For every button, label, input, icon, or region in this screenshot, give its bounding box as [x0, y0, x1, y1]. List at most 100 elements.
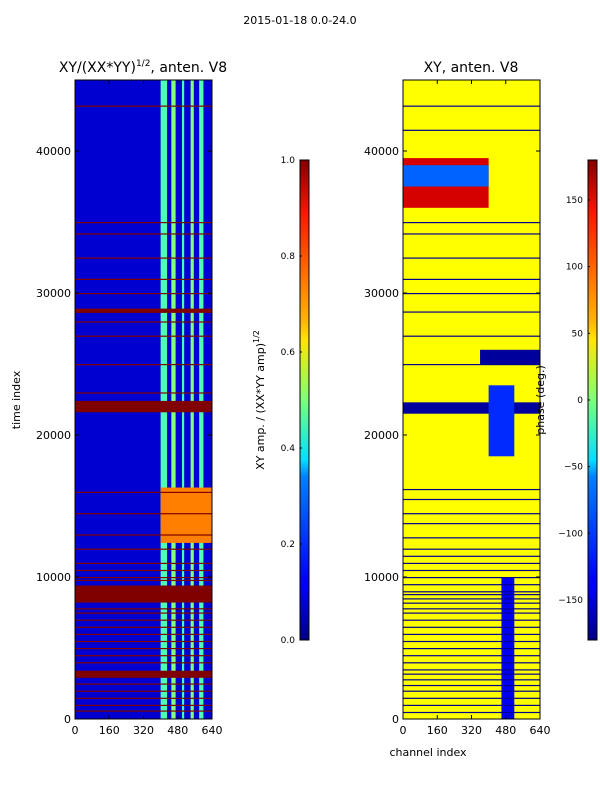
panel2-row-line: [403, 222, 540, 224]
panel2-row-line: [403, 577, 540, 579]
panel1-row-line: [75, 548, 212, 550]
colorbar2-tick-label: 50: [572, 329, 584, 339]
panel1-row-line: [75, 233, 212, 235]
colorbar1-tick-label: 0.4: [281, 444, 296, 454]
panel2-xlabel: channel index: [389, 746, 467, 759]
panel1-row-line: [75, 278, 212, 280]
colorbar2-tick-label: 150: [566, 196, 583, 206]
panel1-xtick-label: 160: [99, 724, 120, 737]
panel2-row-line: [403, 311, 540, 313]
colorbar1-tick-label: 0.8: [281, 252, 296, 262]
panel1-row-line: [75, 619, 212, 621]
panel2-row-line: [403, 598, 540, 600]
panel2-row-line: [403, 697, 540, 699]
colorbar1-label: XY amp. / (XX*YY amp)1/2: [252, 330, 267, 470]
panel2-row-line: [403, 648, 540, 650]
panel2-row-line: [403, 233, 540, 235]
panel1-row-block: [75, 670, 212, 678]
panel1-row-line: [75, 569, 212, 572]
panel2-row-line: [403, 498, 540, 501]
panel1-ylabel: time index: [10, 370, 23, 429]
colorbar-phase: −150 −100 −50 0 50 100 150 phase (deg.): [534, 159, 598, 641]
panel2-row-line: [403, 594, 540, 596]
panel2-row-line: [403, 488, 540, 491]
panel1-title-main: XY/(XX*YY): [59, 60, 136, 76]
panel2-row-line: [403, 626, 540, 628]
colorbar1-tick-label: 0.0: [281, 636, 296, 646]
panel2-row-line: [403, 584, 540, 586]
colorbar1-ticks: 0.0 0.2 0.4 0.6 0.8 1.0: [281, 156, 302, 646]
panel1-vertical-band: [182, 80, 185, 719]
panel2-row-line: [403, 619, 540, 621]
panel1-row-line: [75, 626, 212, 628]
panel1-row-line: [75, 293, 212, 295]
panel2-row-line: [403, 679, 540, 681]
panel1-row-block: [75, 400, 212, 413]
panel1-vertical-band: [199, 80, 204, 719]
panel2-row-line: [403, 293, 540, 295]
panel2-row-line: [403, 612, 540, 614]
colorbar1-label-main: XY amp. / (XX*YY amp): [254, 343, 267, 470]
panel2-ytick-label: 20000: [364, 429, 399, 442]
panel-amplitude: XY/(XX*YY)1/2, anten. V8 0 160 320 480 640 0 1…: [10, 59, 227, 737]
panel1-title-exp: 1/2: [136, 59, 150, 69]
panel2-row-line: [403, 364, 540, 366]
panel1-ytick-label: 30000: [36, 287, 71, 300]
panel1-title-suffix: , anten. V8: [150, 60, 227, 76]
panel1-row-line: [75, 612, 212, 614]
panel1-row-line: [75, 364, 212, 366]
panel2-row-line: [403, 569, 540, 572]
panel2-row-line: [403, 335, 540, 337]
panel2-row-line: [403, 537, 540, 539]
panel1-vertical-band: [160, 80, 168, 719]
panel2-xtick-label: 640: [530, 724, 551, 737]
panel1-row-block: [75, 585, 212, 603]
panel2-ytick-label: 40000: [364, 145, 399, 158]
panel2-row-line: [403, 562, 540, 564]
panel1-row-block: [160, 487, 212, 543]
colorbar2-tick-label: −100: [558, 529, 583, 539]
panel1-row-line: [75, 710, 212, 712]
panel1-row-line: [75, 690, 212, 692]
colorbar2-label: phase (deg.): [534, 365, 547, 435]
panel2-row-block: [480, 349, 540, 364]
panel1-row-line: [75, 321, 212, 323]
panel2-row-line: [403, 548, 540, 550]
panel1-ytick-label: 40000: [36, 145, 71, 158]
panel2-row-line: [403, 669, 540, 671]
panel1-title: XY/(XX*YY)1/2, anten. V8: [59, 59, 227, 76]
panel2-ytick-label: 30000: [364, 287, 399, 300]
panel2-row-line: [403, 673, 540, 675]
panel2-row-line: [403, 690, 540, 692]
panel2-xtick-label: 480: [495, 724, 516, 737]
panel-phase: XY, anten. V8 0 160 320 480 640 0 10000 20000 30…: [364, 60, 551, 759]
colorbar2-tick-label: 100: [566, 263, 583, 273]
panel2-row-line: [403, 591, 540, 593]
panel2-row-line: [403, 129, 540, 131]
panel2-row-line: [403, 684, 540, 687]
colorbar2-tick-label: −150: [558, 596, 583, 606]
panel2-title: XY, anten. V8: [424, 60, 519, 76]
colorbar1-tick-label: 0.2: [281, 540, 295, 550]
panel2-axes: 0 160 320 480 640 0 10000 20000 30000 40000: [364, 80, 551, 737]
panel1-xtick-label: 0: [72, 724, 79, 737]
panel2-row-block: [488, 385, 515, 457]
panel1-row-line: [75, 335, 212, 337]
panel2-row-line: [403, 513, 540, 515]
panel1-axes: 0 160 320 480 640 0 10000 20000 30000 40000: [36, 80, 223, 737]
panel2-row-line: [403, 555, 540, 557]
panel2-row-line: [403, 278, 540, 280]
panel1-row-line: [75, 608, 212, 610]
panel1-row-line: [75, 648, 212, 650]
colorbar-amplitude: 0.0 0.2 0.4 0.6 0.8 1.0 XY amp. / (XX*YY amp)…: [252, 156, 310, 646]
panel1-row-line: [75, 577, 212, 579]
panel2-row-block: [403, 402, 540, 414]
panel2-row-line: [403, 704, 540, 706]
panel1-row-block: [75, 308, 212, 313]
panel1-row-line: [75, 257, 212, 259]
panel2-row-line: [403, 608, 540, 610]
colorbar2-tick-label: −50: [564, 463, 583, 473]
panel2-xtick-label: 0: [400, 724, 407, 737]
colorbar2-tick-label: 0: [577, 396, 583, 406]
panel2-xtick-label: 320: [461, 724, 482, 737]
